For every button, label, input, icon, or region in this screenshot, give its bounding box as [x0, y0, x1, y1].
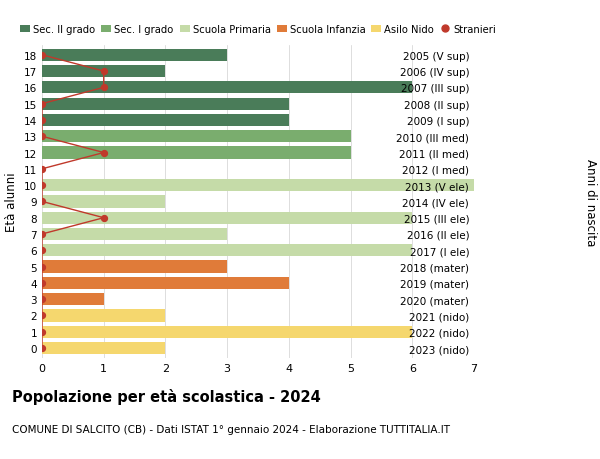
Bar	[42, 196, 166, 208]
Point	[37, 296, 47, 303]
Point	[99, 68, 109, 76]
Bar	[42, 50, 227, 62]
Bar	[42, 212, 412, 224]
Bar	[42, 310, 166, 322]
Point	[37, 280, 47, 287]
Point	[37, 328, 47, 336]
Point	[37, 345, 47, 352]
Text: COMUNE DI SALCITO (CB) - Dati ISTAT 1° gennaio 2024 - Elaborazione TUTTITALIA.IT: COMUNE DI SALCITO (CB) - Dati ISTAT 1° g…	[12, 425, 450, 435]
Bar	[42, 245, 412, 257]
Bar	[42, 98, 289, 111]
Bar	[42, 229, 227, 241]
Point	[37, 263, 47, 271]
Bar	[42, 293, 104, 306]
Bar	[42, 277, 289, 289]
Point	[37, 166, 47, 173]
Text: Anni di nascita: Anni di nascita	[584, 158, 597, 246]
Point	[37, 133, 47, 140]
Bar	[42, 179, 474, 192]
Point	[99, 150, 109, 157]
Text: Popolazione per età scolastica - 2024: Popolazione per età scolastica - 2024	[12, 388, 321, 404]
Bar	[42, 261, 227, 273]
Bar	[42, 66, 166, 78]
Point	[99, 214, 109, 222]
Bar	[42, 115, 289, 127]
Point	[37, 231, 47, 238]
Point	[37, 101, 47, 108]
Y-axis label: Età alunni: Età alunni	[5, 172, 19, 232]
Point	[37, 117, 47, 124]
Point	[99, 84, 109, 92]
Legend: Sec. II grado, Sec. I grado, Scuola Primaria, Scuola Infanzia, Asilo Nido, Stran: Sec. II grado, Sec. I grado, Scuola Prim…	[20, 25, 496, 35]
Point	[37, 198, 47, 206]
Bar	[42, 326, 412, 338]
Bar	[42, 131, 350, 143]
Bar	[42, 342, 166, 354]
Point	[37, 182, 47, 190]
Point	[37, 312, 47, 319]
Point	[37, 247, 47, 254]
Bar	[42, 147, 350, 159]
Point	[37, 52, 47, 59]
Bar	[42, 82, 412, 94]
